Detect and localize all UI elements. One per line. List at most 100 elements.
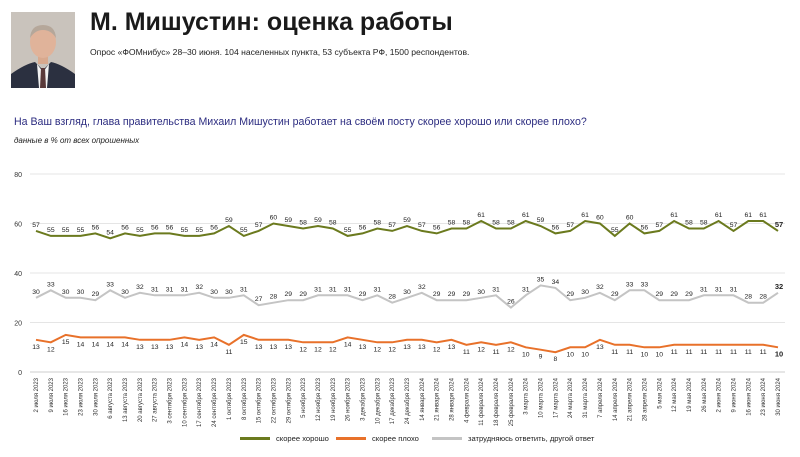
x-tick-label: 5 ноября 2023 [301, 377, 307, 418]
data-label: 57 [388, 222, 396, 229]
data-label: 12 [314, 346, 322, 353]
data-label: 31 [700, 286, 708, 293]
data-label: 61 [670, 212, 678, 219]
x-tick-label: 28 января 2024 [450, 377, 456, 421]
legend-swatch-good [240, 437, 270, 440]
data-label: 13 [596, 344, 604, 351]
x-tick-label: 21 января 2024 [435, 377, 441, 421]
data-label: 32 [418, 284, 426, 291]
x-tick-label: 17 марта 2024 [553, 377, 559, 418]
data-label: 12 [507, 346, 515, 353]
data-label: 56 [151, 224, 159, 231]
x-tick-label: 6 августа 2023 [108, 377, 114, 418]
data-label: 11 [463, 349, 470, 356]
portrait-photo [11, 12, 75, 88]
data-label: 57 [255, 222, 263, 229]
data-label: 31 [715, 286, 723, 293]
data-label: 32 [596, 284, 604, 291]
data-label: 29 [611, 291, 619, 298]
data-label: 29 [359, 291, 367, 298]
data-label: 58 [448, 219, 456, 226]
data-label: 11 [685, 349, 692, 356]
x-tick-label: 14 января 2024 [420, 377, 426, 421]
legend-label-other: затрудняюсь ответить, другой ответ [468, 434, 595, 443]
data-label: 14 [106, 341, 114, 348]
data-label: 54 [106, 229, 114, 236]
x-tick-label: 4 февраля 2024 [464, 377, 470, 423]
data-label: 27 [255, 296, 263, 303]
x-tick-label: 30 июля 2023 [93, 377, 99, 415]
x-tick-label: 20 августа 2023 [138, 377, 144, 422]
data-label: 28 [388, 294, 396, 301]
legend-item-good: скорее хорошо [240, 434, 329, 443]
data-label: 31 [329, 286, 337, 293]
data-label: 30 [403, 289, 411, 296]
x-tick-label: 28 апреля 2024 [642, 377, 648, 421]
data-label: 29 [685, 291, 693, 298]
data-label: 30 [62, 289, 70, 296]
data-label: 30 [32, 289, 40, 296]
data-label: 29 [463, 291, 471, 298]
data-label: 56 [121, 224, 129, 231]
data-label: 57 [418, 222, 426, 229]
x-tick-label: 2 июля 2023 [34, 377, 40, 412]
data-label: 15 [240, 339, 248, 346]
data-label: 57 [566, 222, 574, 229]
data-label: 61 [715, 212, 723, 219]
data-label: 28 [745, 294, 753, 301]
data-label: 15 [62, 339, 70, 346]
x-tick-label: 13 августа 2023 [123, 377, 129, 422]
data-label: 14 [344, 341, 352, 348]
data-label: 29 [433, 291, 441, 298]
x-tick-label: 15 октября 2023 [257, 377, 263, 423]
data-label: 58 [685, 219, 693, 226]
data-label: 11 [730, 349, 737, 356]
data-label: 58 [492, 219, 500, 226]
data-label: 14 [210, 341, 218, 348]
x-tick-label: 24 декабря 2023 [405, 377, 411, 424]
data-label: 14 [77, 341, 85, 348]
page-title: М. Мишустин: оценка работы [90, 8, 453, 36]
data-label: 11 [225, 349, 232, 356]
x-tick-label: 3 декабря 2023 [360, 377, 366, 421]
legend-label-bad: скорее плохо [372, 434, 419, 443]
data-label: 61 [759, 212, 767, 219]
x-tick-label: 26 ноября 2023 [346, 377, 352, 421]
x-tick-label: 24 сентября 2023 [212, 377, 218, 427]
data-label: 59 [284, 217, 292, 224]
y-tick-label: 60 [14, 222, 22, 229]
data-label: 13 [284, 344, 292, 351]
x-tick-label: 22 октября 2023 [271, 377, 277, 423]
y-tick-label: 0 [18, 370, 22, 377]
data-label: 14 [181, 341, 189, 348]
data-label: 60 [596, 215, 604, 222]
data-label: 14 [92, 341, 100, 348]
data-label: 55 [240, 227, 248, 234]
data-label: 26 [507, 299, 515, 306]
data-label: 30 [477, 289, 485, 296]
data-label: 59 [314, 217, 322, 224]
data-label: 56 [359, 224, 367, 231]
data-label: 31 [492, 286, 500, 293]
data-label: 10 [522, 351, 530, 358]
data-label: 58 [463, 219, 471, 226]
x-tick-label: 16 июня 2024 [746, 377, 752, 415]
data-label: 58 [299, 219, 307, 226]
data-label: 35 [537, 276, 545, 283]
data-label: 30 [225, 289, 233, 296]
data-label: 57 [775, 220, 783, 229]
legend-item-other: затрудняюсь ответить, другой ответ [432, 434, 594, 443]
data-label: 11 [493, 349, 500, 356]
data-label: 55 [62, 227, 70, 234]
data-label: 12 [477, 346, 485, 353]
x-tick-label: 10 декабря 2023 [375, 377, 381, 424]
data-label: 31 [240, 286, 248, 293]
x-tick-label: 12 ноября 2023 [316, 377, 322, 421]
y-tick-label: 80 [14, 172, 22, 179]
data-label: 33 [47, 281, 55, 288]
data-label: 30 [77, 289, 85, 296]
data-label: 33 [641, 281, 649, 288]
x-tick-label: 23 июля 2023 [79, 377, 85, 415]
data-label: 56 [641, 224, 649, 231]
legend-swatch-bad [336, 437, 366, 440]
